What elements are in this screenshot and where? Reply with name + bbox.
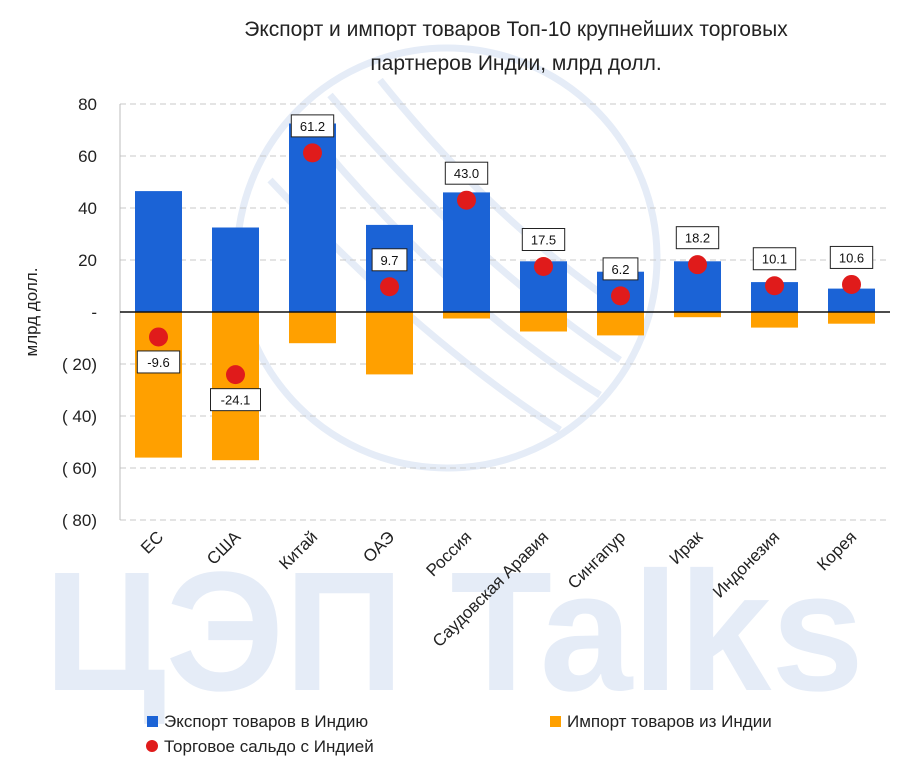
y-tick-label: ( 80) (62, 511, 97, 530)
y-tick-label: 20 (78, 251, 97, 270)
data-label: -9.6 (147, 355, 169, 370)
y-tick-label: ( 40) (62, 407, 97, 426)
data-label-box (675, 226, 720, 250)
data-label: 17.5 (531, 233, 556, 248)
y-tick-label: 60 (78, 147, 97, 166)
balance-point (149, 327, 168, 347)
data-label-box (602, 257, 639, 281)
legend-swatch-balance (146, 740, 158, 752)
import-bar (597, 312, 644, 336)
y-tick-label: ( 20) (62, 355, 97, 374)
data-label: 10.6 (839, 250, 864, 265)
balance-point (611, 286, 630, 306)
y-tick-label: - (91, 303, 97, 322)
import-bar (828, 312, 875, 324)
export-bar (828, 288, 875, 312)
data-label-box (136, 350, 181, 374)
chart-title-line-2: партнеров Индии, млрд долл. (370, 52, 661, 75)
legend-label-import: Импорт товаров из Индии (567, 712, 772, 731)
import-bar (289, 312, 336, 344)
balance-point (226, 365, 245, 385)
y-tick-label: ( 60) (62, 459, 97, 478)
balance-point (765, 276, 784, 296)
data-label: 9.7 (380, 253, 398, 268)
balance-point (688, 255, 707, 275)
export-bar (135, 191, 182, 312)
y-axis-ticks: 80 60 40 20 - ( 20) ( 40) ( 60) ( 80) (62, 95, 97, 530)
data-label-box (371, 248, 408, 272)
y-tick-label: 40 (78, 199, 97, 218)
data-label-box (210, 388, 261, 412)
legend-label-export: Экспорт товаров в Индию (164, 712, 368, 731)
bars (135, 123, 875, 461)
legend: Экспорт товаров в Индию Импорт товаров и… (146, 712, 772, 756)
import-bar (366, 312, 413, 375)
y-axis-label: млрд долл. (22, 268, 41, 357)
gridlines (119, 103, 890, 521)
data-label-box (290, 114, 335, 138)
y-tick-label: 80 (78, 95, 97, 114)
data-label: 6.2 (611, 262, 629, 277)
chart-title-line-1: Экспорт и импорт товаров Топ-10 крупнейш… (244, 18, 788, 41)
balance-point (842, 274, 861, 294)
legend-swatch-import (550, 716, 561, 727)
watermark-text: ЦЭП Talks (44, 537, 864, 727)
import-bar (751, 312, 798, 328)
data-label-box (444, 161, 489, 185)
data-label-box (521, 228, 566, 251)
export-bar (212, 227, 259, 312)
data-label: -24.1 (221, 393, 251, 408)
import-bar (674, 312, 721, 318)
export-bar (443, 192, 490, 312)
data-label: 10.1 (762, 252, 787, 267)
data-label: 18.2 (685, 231, 710, 246)
balance-point (534, 257, 553, 276)
data-label-box (829, 245, 874, 269)
balance-points (149, 143, 861, 385)
data-label-box (752, 247, 797, 271)
balance-point (303, 143, 322, 163)
legend-label-balance: Торговое сальдо с Индией (164, 737, 374, 756)
import-bar (520, 312, 567, 332)
data-label: 61.2 (300, 119, 325, 134)
import-bar (443, 312, 490, 319)
balance-point (380, 277, 399, 297)
balance-point (457, 190, 476, 210)
data-labels: -9.6 -24.1 61.2 9.7 43.0 17.5 6.2 18.2 10.1 10.6 (136, 114, 874, 412)
legend-swatch-export (147, 716, 158, 727)
import-bar (212, 312, 259, 461)
data-label: 43.0 (454, 166, 479, 181)
watermark: ЦЭП Talks (44, 44, 864, 727)
